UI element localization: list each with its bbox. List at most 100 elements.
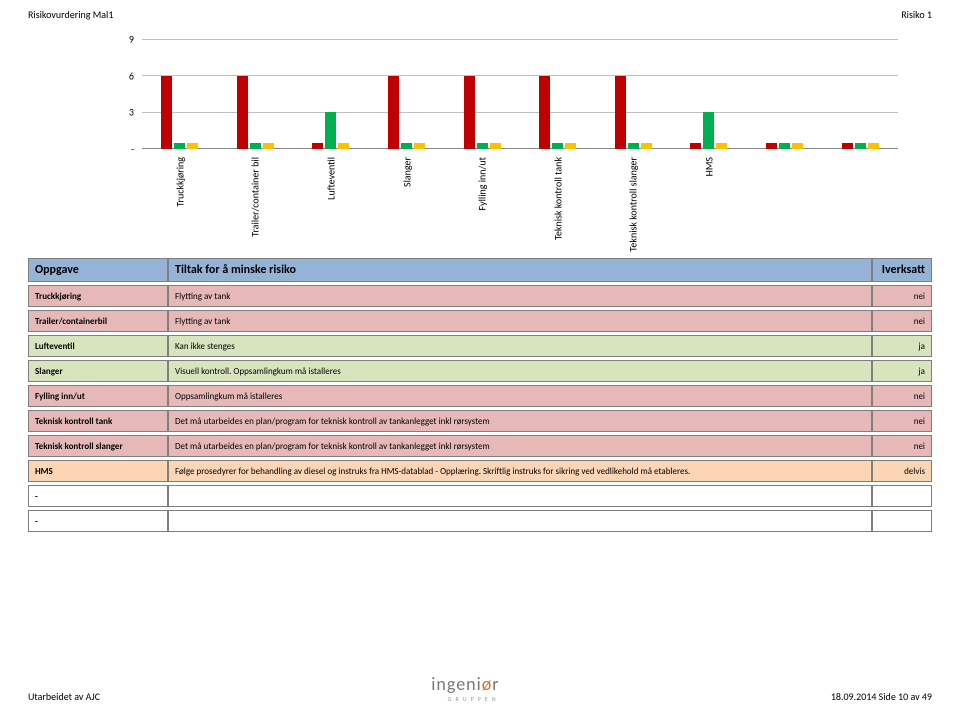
x-tick-label: Truckkjøring <box>142 157 218 243</box>
table-row: Teknisk kontroll slangerDet må utarbeide… <box>28 435 932 457</box>
page-header: Risikovurdering Mal1 Risiko 1 <box>28 8 932 21</box>
cell-action <box>168 485 872 507</box>
bar <box>325 112 336 149</box>
bar <box>628 143 639 149</box>
cell-status: delvis <box>872 460 932 482</box>
cell-task: HMS <box>28 460 168 482</box>
cell-status: nei <box>872 385 932 407</box>
x-tick-label: Lufteventil <box>293 157 369 243</box>
bar <box>855 143 866 149</box>
table-row: TruckkjøringFlytting av tanknei <box>28 285 932 307</box>
cell-status <box>872 485 932 507</box>
risk-chart: -369 <box>118 39 898 149</box>
header-right: Risiko 1 <box>901 8 932 21</box>
cell-task: - <box>28 485 168 507</box>
cell-status: nei <box>872 410 932 432</box>
cell-task: - <box>28 510 168 532</box>
x-tick-label: Trailer/container bil <box>218 157 294 243</box>
bar-group <box>444 39 520 149</box>
logo-text: ingeniør <box>431 673 499 695</box>
y-tick-label: 6 <box>129 69 134 82</box>
bar-group <box>822 39 898 149</box>
logo-post: r <box>492 673 499 695</box>
bar <box>690 143 701 149</box>
footer-right: 18.09.2014 Side 10 av 49 <box>831 690 932 703</box>
bar <box>161 76 172 149</box>
bar <box>703 112 714 149</box>
footer-left: Utarbeidet av AJC <box>28 690 100 703</box>
bar <box>565 143 576 149</box>
table-header-row: Oppgave Tiltak for å minske risiko Iverk… <box>28 258 932 282</box>
x-tick-label: Teknisk kontroll tank <box>520 157 596 243</box>
logo: ingeniør GRUPPEN <box>431 673 499 703</box>
bar <box>401 143 412 149</box>
chart-y-axis: -369 <box>118 39 138 149</box>
bar <box>716 143 727 149</box>
cell-task: Slanger <box>28 360 168 382</box>
x-tick-label <box>822 157 898 243</box>
table-row: LufteventilKan ikke stengesja <box>28 335 932 357</box>
cell-status <box>872 510 932 532</box>
cell-status: nei <box>872 310 932 332</box>
bar <box>766 143 777 149</box>
bar-group <box>218 39 294 149</box>
bar <box>414 143 425 149</box>
bar <box>477 143 488 149</box>
cell-action: Følge prosedyrer for behandling av diese… <box>168 460 872 482</box>
logo-accent: ø <box>482 673 493 695</box>
bar <box>868 143 879 149</box>
cell-task: Fylling inn/ut <box>28 385 168 407</box>
cell-status: ja <box>872 335 932 357</box>
bar <box>338 143 349 149</box>
table-row: - <box>28 485 932 507</box>
x-tick-label: Teknisk kontroll slanger <box>596 157 672 243</box>
table-row: SlangerVisuell kontroll. Oppsamlingkum m… <box>28 360 932 382</box>
page-footer: Utarbeidet av AJC ingeniør GRUPPEN 18.09… <box>28 673 932 703</box>
cell-action: Det må utarbeides en plan/program for te… <box>168 410 872 432</box>
cell-status: nei <box>872 435 932 457</box>
table-row: Teknisk kontroll tankDet må utarbeides e… <box>28 410 932 432</box>
bar-group <box>369 39 445 149</box>
bar <box>237 76 248 149</box>
bar-group <box>142 39 218 149</box>
bar <box>615 76 626 149</box>
cell-task: Lufteventil <box>28 335 168 357</box>
bar <box>552 143 563 149</box>
cell-action: Oppsamlingkum må istalleres <box>168 385 872 407</box>
cell-action: Kan ikke stenges <box>168 335 872 357</box>
bar-group <box>747 39 823 149</box>
bar-group <box>596 39 672 149</box>
chart-x-axis: TruckkjøringTrailer/container bilLufteve… <box>142 157 898 243</box>
bar <box>174 143 185 149</box>
col-header-action: Tiltak for å minske risiko <box>168 258 872 282</box>
table-body: TruckkjøringFlytting av tankneiTrailer/c… <box>28 285 932 532</box>
bar <box>263 143 274 149</box>
y-tick-label: 9 <box>129 33 134 46</box>
bar <box>792 143 803 149</box>
cell-action: Flytting av tank <box>168 285 872 307</box>
cell-task: Truckkjøring <box>28 285 168 307</box>
table-row: Trailer/containerbilFlytting av tanknei <box>28 310 932 332</box>
cell-action: Det må utarbeides en plan/program for te… <box>168 435 872 457</box>
bar <box>641 143 652 149</box>
bar-group <box>520 39 596 149</box>
bar <box>250 143 261 149</box>
header-left: Risikovurdering Mal1 <box>28 8 113 21</box>
col-header-status: Iverksatt <box>872 258 932 282</box>
table-row: Fylling inn/utOppsamlingkum må istallere… <box>28 385 932 407</box>
x-tick-label: Fylling inn/ut <box>444 157 520 243</box>
x-tick-label <box>747 157 823 243</box>
chart-bars <box>142 39 898 149</box>
cell-status: nei <box>872 285 932 307</box>
bar <box>464 76 475 149</box>
cell-action: Flytting av tank <box>168 310 872 332</box>
table-row: - <box>28 510 932 532</box>
bar <box>779 143 790 149</box>
cell-action: Visuell kontroll. Oppsamlingkum må istal… <box>168 360 872 382</box>
col-header-task: Oppgave <box>28 258 168 282</box>
y-tick-label: - <box>131 143 134 156</box>
bar <box>187 143 198 149</box>
bar <box>388 76 399 149</box>
cell-task: Teknisk kontroll tank <box>28 410 168 432</box>
bar <box>490 143 501 149</box>
